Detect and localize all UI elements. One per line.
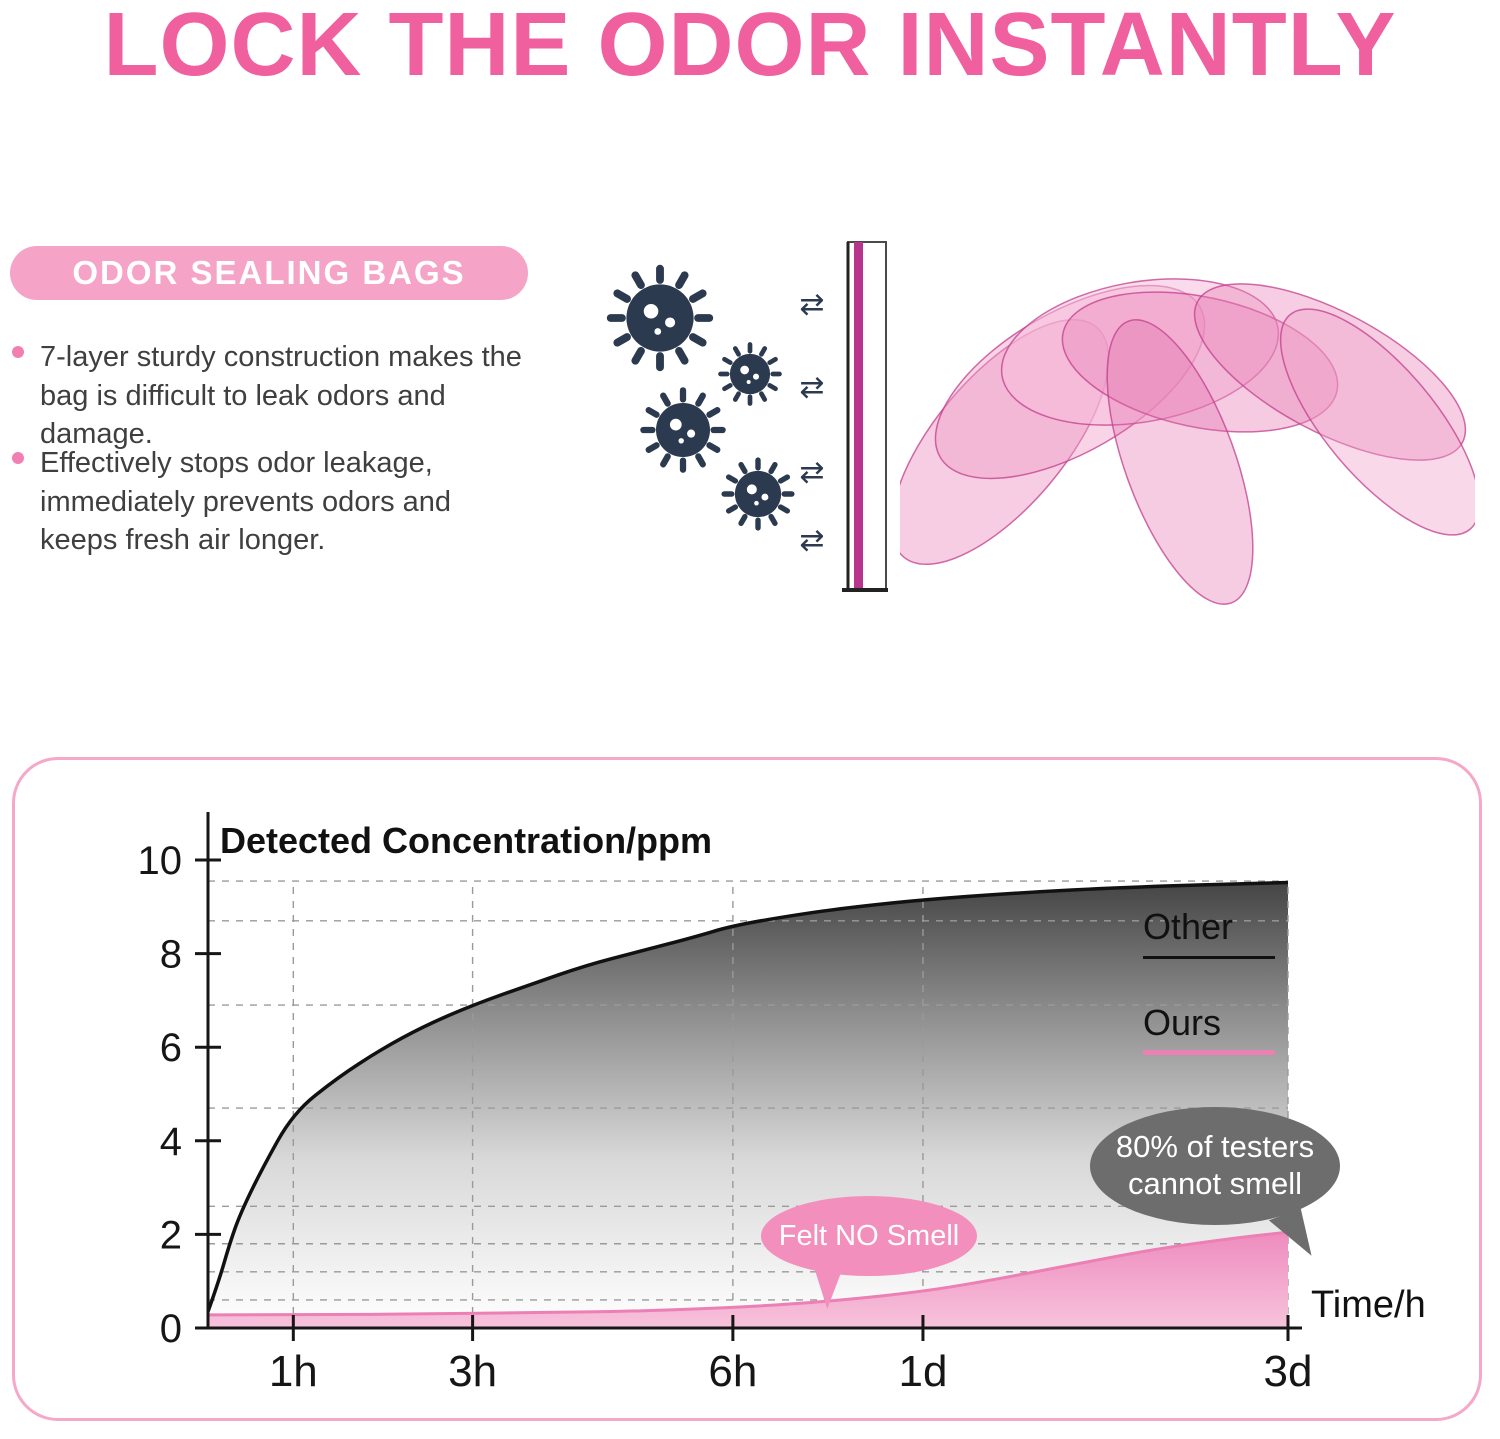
feature-bullet: Effectively stops odor leakage, immediat… [12, 444, 528, 560]
airflow-arrow-icon: ⇄ [799, 288, 824, 321]
legend-line-other [1143, 956, 1275, 959]
chart-title: Detected Concentration/ppm [220, 820, 713, 861]
annotation-text: Felt NO Smell [778, 1219, 960, 1252]
annotation-text: 80% of testers [1115, 1129, 1315, 1165]
legend-label-ours: Ours [1143, 1002, 1222, 1043]
bullet-ring-icon [12, 346, 24, 358]
bullet-text: Effectively stops odor leakage, immediat… [40, 447, 452, 557]
concentration-chart: 0 2 4 6 8 10 1h 3h 6h 1d 3d [138, 812, 1313, 1396]
sealed-bags-illustration [900, 278, 1475, 605]
x-tick-label: 1d [898, 1347, 947, 1396]
germ-icon [611, 269, 710, 368]
chart-card: 0 2 4 6 8 10 1h 3h 6h 1d 3d Detected Concentration… [12, 757, 1482, 1421]
x-tick-label: 1h [269, 1347, 318, 1396]
y-tick-label: 4 [160, 1120, 182, 1164]
bag-petal [1279, 308, 1475, 536]
x-tick-label: 6h [708, 1347, 757, 1396]
bullet-ring-icon [12, 452, 24, 464]
legend-line-ours [1143, 1050, 1275, 1055]
germ-icon [643, 390, 722, 469]
y-tick-label: 0 [160, 1307, 182, 1351]
bullet-text: 7-layer sturdy construction makes the ba… [40, 341, 522, 451]
barrier-seal-stripe [854, 242, 863, 590]
airflow-arrow-icon: ⇄ [799, 456, 824, 489]
legend-label-other: Other [1143, 906, 1234, 947]
bag-petal [1061, 291, 1339, 433]
annotation-bubble-felt-no-smell: Felt NO Smell [761, 1196, 977, 1311]
series-ours-area [208, 1232, 1288, 1328]
feature-bullet: 7-layer sturdy construction makes the ba… [12, 338, 528, 454]
series-other-area [208, 882, 1288, 1328]
bag-petal [1106, 319, 1254, 605]
odor-barrier-illustration: ⇄ ⇄ ⇄ ⇄ [580, 241, 888, 592]
bag-petal [1193, 283, 1467, 461]
x-tick-label: 3h [448, 1347, 497, 1396]
y-tick-label: 6 [160, 1026, 182, 1070]
barrier-panel [847, 241, 887, 591]
x-axis-label: Time/h [1311, 1284, 1426, 1326]
y-tick-label: 8 [160, 933, 182, 977]
bag-petal [1000, 278, 1280, 426]
annotation-bubble-testers-cannot-smell: 80% of testers cannot smell [1090, 1107, 1340, 1266]
series-other-line [206, 880, 1289, 1313]
page-title: LOCK THE ODOR INSTANTLY [103, 0, 1397, 95]
germ-icon [721, 345, 780, 404]
y-tick-label: 10 [138, 839, 183, 883]
barrier-wall [842, 241, 888, 592]
x-tick-label: 3d [1264, 1347, 1313, 1396]
airflow-arrow-icon: ⇄ [799, 371, 824, 404]
annotation-text: cannot smell [1127, 1166, 1303, 1201]
y-tick-label: 2 [160, 1213, 182, 1257]
feature-badge: ODOR SEALING BAGS [10, 246, 528, 300]
series-ours-line [207, 1230, 1289, 1317]
airflow-arrow-icon: ⇄ [799, 524, 824, 557]
feature-section: ODOR SEALING BAGS 7-layer sturdy constru… [10, 246, 528, 586]
germ-icon [724, 460, 792, 528]
